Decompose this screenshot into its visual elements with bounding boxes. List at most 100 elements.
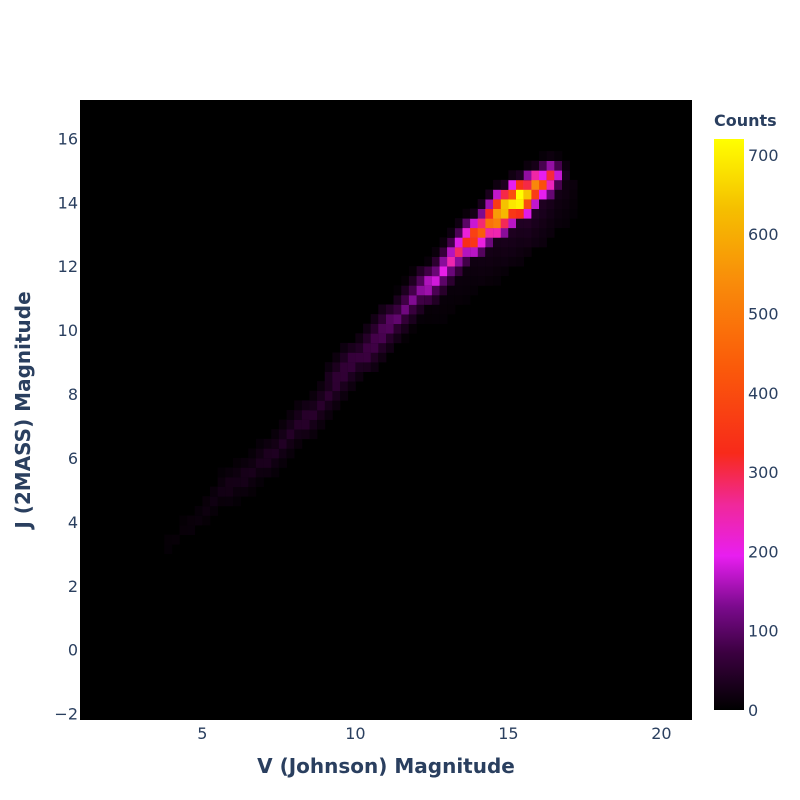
histogram-cell bbox=[363, 333, 371, 344]
histogram-cell bbox=[332, 362, 341, 372]
histogram-cell bbox=[431, 266, 440, 277]
histogram-cell bbox=[546, 189, 555, 200]
histogram-cell bbox=[546, 208, 555, 219]
histogram-cell bbox=[523, 189, 532, 200]
histogram-cell bbox=[470, 237, 479, 248]
histogram-cell bbox=[531, 218, 540, 229]
histogram-cell bbox=[523, 160, 532, 171]
histogram-cell bbox=[562, 189, 570, 200]
histogram-cell bbox=[516, 218, 524, 229]
histogram-cell bbox=[393, 285, 402, 296]
histogram-cell bbox=[462, 208, 471, 219]
histogram-cell bbox=[187, 515, 196, 526]
histogram-cell bbox=[240, 477, 249, 487]
histogram-cell bbox=[447, 275, 456, 286]
histogram-cell bbox=[301, 410, 310, 420]
y-tick-label: 16 bbox=[58, 129, 78, 148]
histogram-cell bbox=[493, 208, 501, 219]
histogram-cell bbox=[539, 208, 547, 219]
histogram-cell bbox=[554, 170, 563, 181]
histogram-cell bbox=[516, 170, 524, 181]
histogram-cell bbox=[531, 170, 540, 181]
histogram-cell bbox=[508, 189, 517, 200]
histogram-cell bbox=[301, 429, 310, 440]
histogram-cell bbox=[416, 285, 425, 296]
histogram-cell bbox=[546, 227, 555, 238]
histogram-cell bbox=[477, 247, 486, 257]
histogram-cell bbox=[470, 275, 479, 286]
histogram-cell bbox=[278, 438, 287, 449]
colorbar-tick-label: 500 bbox=[748, 305, 779, 324]
y-axis-ticks: −2 0 2 4 6 8 10 12 14 16 bbox=[54, 129, 78, 723]
histogram-cell bbox=[393, 294, 402, 305]
histogram-cell bbox=[370, 352, 379, 363]
histogram-cell bbox=[194, 505, 203, 516]
histogram-cell bbox=[447, 227, 456, 238]
histogram-cell bbox=[500, 237, 509, 248]
histogram-cell bbox=[286, 410, 295, 420]
histogram-cell bbox=[539, 218, 547, 229]
y-tick-label: −2 bbox=[54, 705, 78, 724]
histogram-cell bbox=[248, 486, 257, 497]
histogram-cell bbox=[255, 477, 264, 487]
histogram-cell bbox=[531, 160, 540, 171]
colorbar-tick-label: 100 bbox=[748, 622, 779, 641]
histogram-cell bbox=[439, 275, 448, 286]
histogram-cell bbox=[355, 371, 364, 382]
histogram-cell bbox=[531, 189, 540, 200]
histogram-cell bbox=[248, 477, 257, 487]
histogram-cell bbox=[493, 266, 501, 277]
histogram-cell bbox=[485, 266, 494, 277]
histogram-cell bbox=[233, 467, 241, 478]
histogram-cell bbox=[485, 199, 494, 209]
histogram-cell bbox=[523, 218, 532, 229]
histogram-cell bbox=[523, 179, 532, 190]
histogram-cell bbox=[332, 371, 341, 382]
histogram-cell bbox=[508, 208, 517, 219]
colorbar-tick-label: 300 bbox=[748, 463, 779, 482]
colorbar bbox=[714, 139, 744, 710]
histogram-cell bbox=[523, 247, 532, 257]
histogram-cell bbox=[317, 381, 326, 392]
histogram-cell bbox=[255, 457, 264, 468]
colorbar-tick-label: 600 bbox=[748, 225, 779, 244]
histogram-cell bbox=[477, 227, 486, 238]
histogram-cell bbox=[485, 227, 494, 238]
x-tick-label: 15 bbox=[498, 724, 518, 743]
histogram-cell bbox=[378, 323, 387, 334]
histogram-cell bbox=[485, 237, 494, 248]
x-tick-label: 10 bbox=[345, 724, 365, 743]
histogram-cell bbox=[408, 266, 417, 277]
histogram-cell bbox=[347, 362, 356, 372]
histogram-cell bbox=[462, 218, 471, 229]
histogram-cell bbox=[233, 486, 241, 497]
histogram-cell bbox=[347, 371, 356, 382]
histogram-cell bbox=[539, 179, 547, 190]
histogram-cell bbox=[340, 342, 349, 353]
histogram-cell bbox=[263, 467, 272, 478]
histogram-cell bbox=[408, 304, 417, 315]
histogram-cell bbox=[424, 314, 433, 324]
histogram-cell bbox=[386, 342, 394, 353]
histogram-cell bbox=[240, 457, 249, 468]
histogram-cell bbox=[225, 486, 234, 497]
histogram-cell bbox=[554, 151, 563, 161]
histogram-cell bbox=[562, 179, 570, 190]
histogram-cell bbox=[470, 266, 479, 277]
histogram-cell bbox=[539, 170, 547, 181]
histogram-cell bbox=[569, 189, 578, 200]
histogram-cell bbox=[332, 381, 341, 392]
histogram-cell bbox=[217, 477, 226, 487]
colorbar-tick-label: 400 bbox=[748, 384, 779, 403]
histogram-cell bbox=[294, 438, 303, 449]
histogram-cell bbox=[309, 390, 318, 401]
histogram-cell bbox=[454, 237, 463, 248]
histogram-cell bbox=[347, 352, 356, 363]
histogram-cell bbox=[439, 294, 448, 305]
histogram-cell bbox=[309, 419, 318, 430]
y-tick-label: 14 bbox=[58, 193, 78, 212]
histogram-cell bbox=[164, 544, 173, 555]
histogram-cell bbox=[546, 179, 555, 190]
histogram-cell bbox=[516, 247, 524, 257]
histogram-cell bbox=[363, 362, 371, 372]
